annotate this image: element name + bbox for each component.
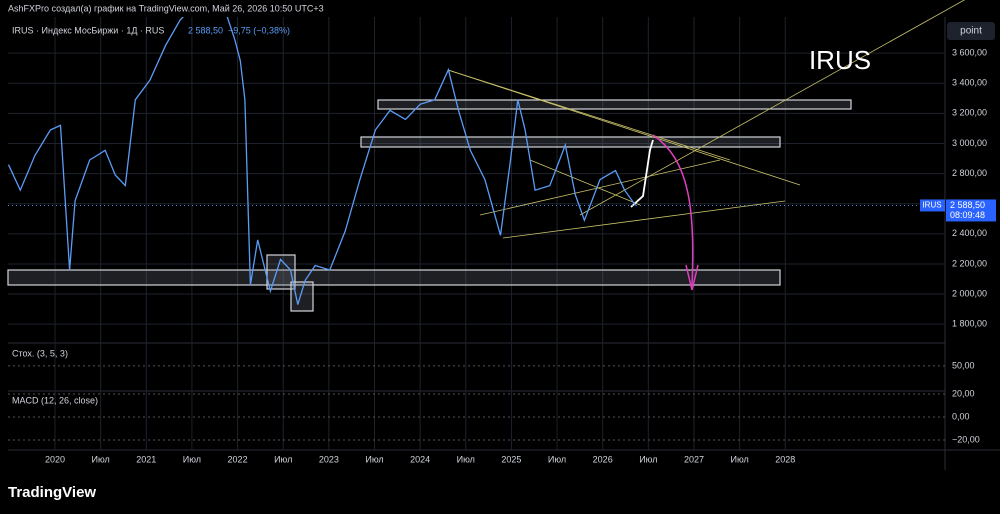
trend-line	[447, 69, 801, 186]
trend-line	[502, 200, 786, 239]
zone	[7, 269, 781, 286]
x-tick-label: Июл	[92, 454, 110, 464]
y-tick-label: 3 000,00	[952, 138, 987, 148]
x-tick-label: Июл	[639, 454, 657, 464]
y-tick-label: 2 800,00	[952, 168, 987, 178]
x-tick-label: Июл	[183, 454, 201, 464]
price-line	[8, 17, 637, 305]
x-tick-label: 2024	[410, 454, 430, 464]
indicator-tick-label: −20,00	[952, 434, 980, 444]
x-tick-label: Июл	[274, 454, 292, 464]
x-tick-label: 2023	[319, 454, 339, 464]
price-tag-countdown: 08:09:48	[950, 210, 985, 220]
x-tick-label: 2022	[228, 454, 248, 464]
price-tag-symbol: IRUS	[922, 201, 941, 210]
header: AshFXPro создал(а) график на TradingView…	[8, 3, 324, 13]
trend-line	[529, 159, 641, 206]
legend-change: −9,75 (−0,38%)	[228, 25, 290, 35]
legend-price: 2 588,50	[188, 25, 223, 35]
indicator-tick-label: 50,00	[952, 360, 975, 370]
price-tag-price: 2 588,50	[950, 200, 985, 210]
x-tick-label: 2020	[45, 454, 65, 464]
indicator-tick-label: 20,00	[952, 388, 975, 398]
y-tick-label: 3 400,00	[952, 78, 987, 88]
indicator-tick-label: 0,00	[952, 411, 970, 421]
y-tick-label: 3 200,00	[952, 108, 987, 118]
price-tag-bg	[946, 199, 996, 222]
x-tick-label: Июл	[365, 454, 383, 464]
projection-arrow	[652, 134, 694, 286]
x-tick-label: 2025	[501, 454, 521, 464]
projection	[630, 139, 654, 208]
x-tick-label: Июл	[457, 454, 475, 464]
y-tick-label: 1 800,00	[952, 319, 987, 329]
y-tick-label: 2 000,00	[952, 288, 987, 298]
x-tick-label: Июл	[730, 454, 748, 464]
price-tag-symbol-bg	[920, 199, 945, 212]
y-tick-label: 2 200,00	[952, 258, 987, 268]
y-tick-label: 2 400,00	[952, 228, 987, 238]
trend-line	[579, 0, 966, 216]
indicator-label: MACD (12, 26, close)	[12, 395, 98, 405]
arrow-head	[685, 264, 699, 291]
zone	[360, 136, 781, 148]
x-tick-label: 2026	[593, 454, 613, 464]
logo: TradingView	[8, 484, 96, 501]
legend-symbol: IRUS · Индекс МосБиржи · 1Д · RUS	[12, 25, 164, 35]
x-tick-label: 2028	[775, 454, 795, 464]
scale-button-label[interactable]: point	[960, 26, 982, 37]
zone	[377, 99, 852, 110]
chart-title: IRUS	[809, 45, 871, 75]
indicator-label: Стох. (3, 5, 3)	[12, 348, 68, 358]
x-tick-label: 2021	[136, 454, 156, 464]
scale-button[interactable]	[947, 22, 995, 40]
x-tick-label: 2027	[684, 454, 704, 464]
x-tick-label: Июл	[548, 454, 566, 464]
y-tick-label: 3 600,00	[952, 48, 987, 58]
drawings	[7, 0, 966, 312]
trend-line	[447, 69, 731, 161]
zone	[290, 281, 314, 312]
